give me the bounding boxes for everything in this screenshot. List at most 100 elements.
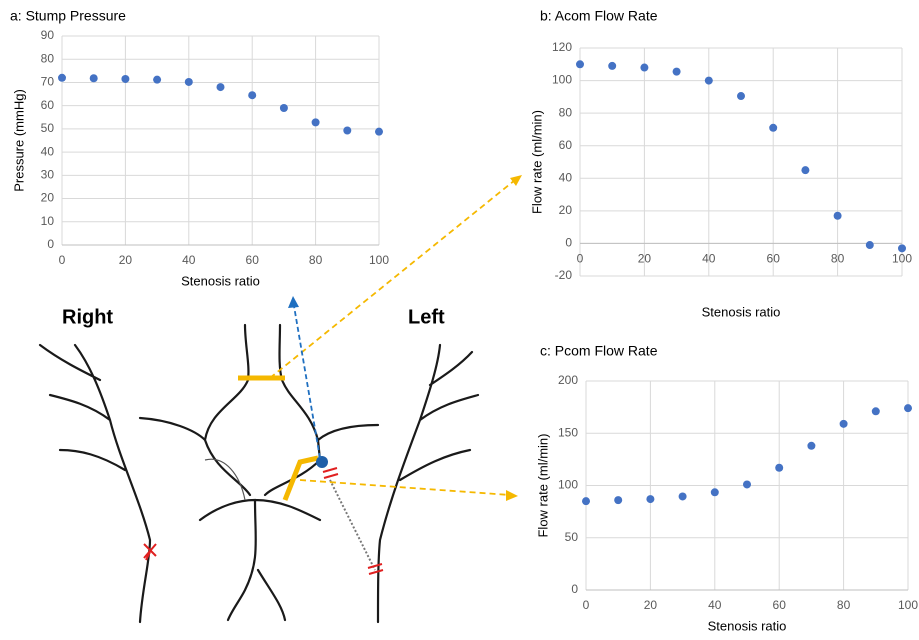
x-tick-label: 40 [708, 598, 722, 612]
x-tick-label: 0 [583, 598, 590, 612]
point [871, 407, 880, 416]
x-tick-label: 100 [898, 598, 918, 612]
y-axis-title: Flow rate (ml/min) [535, 433, 550, 537]
vessel [138, 323, 380, 622]
measure-point [316, 456, 328, 468]
x-tick-label: 20 [644, 598, 658, 612]
y-tick-label: -20 [555, 268, 573, 282]
side-label: Left [408, 306, 445, 328]
vessel [38, 343, 152, 624]
pcom [282, 455, 319, 501]
x-tick-label: 100 [369, 253, 389, 267]
point [375, 127, 383, 136]
x-tick-label: 80 [837, 598, 851, 612]
y-tick-label: 200 [558, 373, 578, 387]
y-tick-label: 0 [571, 582, 578, 596]
x-tick-label: 20 [638, 252, 652, 266]
point [775, 463, 784, 472]
arrow-head [510, 175, 522, 186]
chart-title: a: Stump Pressure [10, 8, 126, 24]
thin-vessel [204, 458, 246, 501]
point [710, 488, 719, 497]
point [153, 75, 162, 84]
stenosis-mark [322, 467, 384, 575]
point [743, 480, 751, 489]
x-tick-label: 20 [119, 253, 133, 267]
point [121, 74, 130, 83]
y-tick-label: 30 [41, 168, 55, 182]
point [311, 118, 320, 127]
point [898, 244, 906, 253]
arrow [299, 479, 511, 496]
arrow [293, 305, 321, 459]
y-tick-label: 100 [552, 73, 572, 87]
y-tick-label: 20 [41, 191, 55, 205]
y-tick-label: 0 [565, 236, 572, 250]
y-tick-label: 20 [559, 203, 573, 217]
vessel [376, 343, 480, 624]
occluded-vessel [329, 479, 376, 571]
side-label: Right [62, 306, 113, 328]
x-tick-label: 60 [246, 253, 260, 267]
x-tick-label: 40 [182, 253, 196, 267]
y-tick-label: 0 [47, 237, 54, 251]
point [576, 60, 584, 69]
y-tick-label: 40 [559, 170, 573, 184]
point [58, 73, 66, 82]
x-axis-title: Stenosis ratio [702, 304, 781, 319]
point [614, 496, 623, 505]
point [89, 74, 98, 83]
point [343, 126, 352, 135]
y-tick-label: 80 [41, 51, 55, 65]
point [865, 241, 874, 250]
y-tick-label: 100 [558, 478, 578, 492]
y-tick-label: 120 [552, 40, 572, 54]
point [216, 83, 225, 92]
y-tick-label: 50 [41, 121, 55, 135]
point [640, 63, 649, 72]
x-tick-label: 0 [577, 252, 584, 266]
x-tick-label: 100 [892, 252, 912, 266]
point [737, 92, 745, 101]
vessel-diagram: Right Left [38, 175, 522, 624]
point [184, 77, 193, 86]
point [672, 67, 681, 76]
y-tick-label: 10 [41, 214, 55, 228]
chart-title: b: Acom Flow Rate [540, 8, 658, 24]
y-axis-title: Pressure (mmHg) [11, 89, 26, 192]
arrow [269, 179, 516, 379]
y-tick-label: 50 [565, 530, 579, 544]
x-tick-label: 80 [309, 253, 323, 267]
point [704, 76, 713, 85]
x-axis-title: Stenosis ratio [708, 618, 787, 633]
x-axis-title: Stenosis ratio [181, 273, 260, 288]
stenosis-mark [143, 543, 157, 561]
point [807, 441, 816, 450]
point [279, 103, 288, 112]
y-tick-label: 60 [41, 98, 55, 112]
y-axis-title: Flow rate (ml/min) [529, 110, 544, 214]
point [769, 123, 778, 132]
point [248, 91, 257, 100]
point [904, 404, 912, 413]
arrow-head [506, 490, 518, 501]
x-tick-label: 60 [767, 252, 781, 266]
point [646, 495, 655, 504]
x-tick-label: 60 [773, 598, 787, 612]
point [801, 166, 810, 175]
y-tick-label: 90 [41, 28, 55, 42]
point [582, 497, 590, 506]
y-tick-label: 60 [559, 138, 573, 152]
point [608, 61, 617, 70]
y-tick-label: 80 [559, 105, 573, 119]
x-tick-label: 0 [59, 253, 66, 267]
point [839, 419, 848, 428]
point [833, 211, 842, 220]
arrow-head [288, 296, 299, 308]
y-tick-label: 70 [41, 75, 55, 89]
y-tick-label: 40 [41, 144, 55, 158]
y-tick-label: 150 [558, 425, 578, 439]
x-tick-label: 40 [702, 252, 716, 266]
point [678, 492, 687, 501]
